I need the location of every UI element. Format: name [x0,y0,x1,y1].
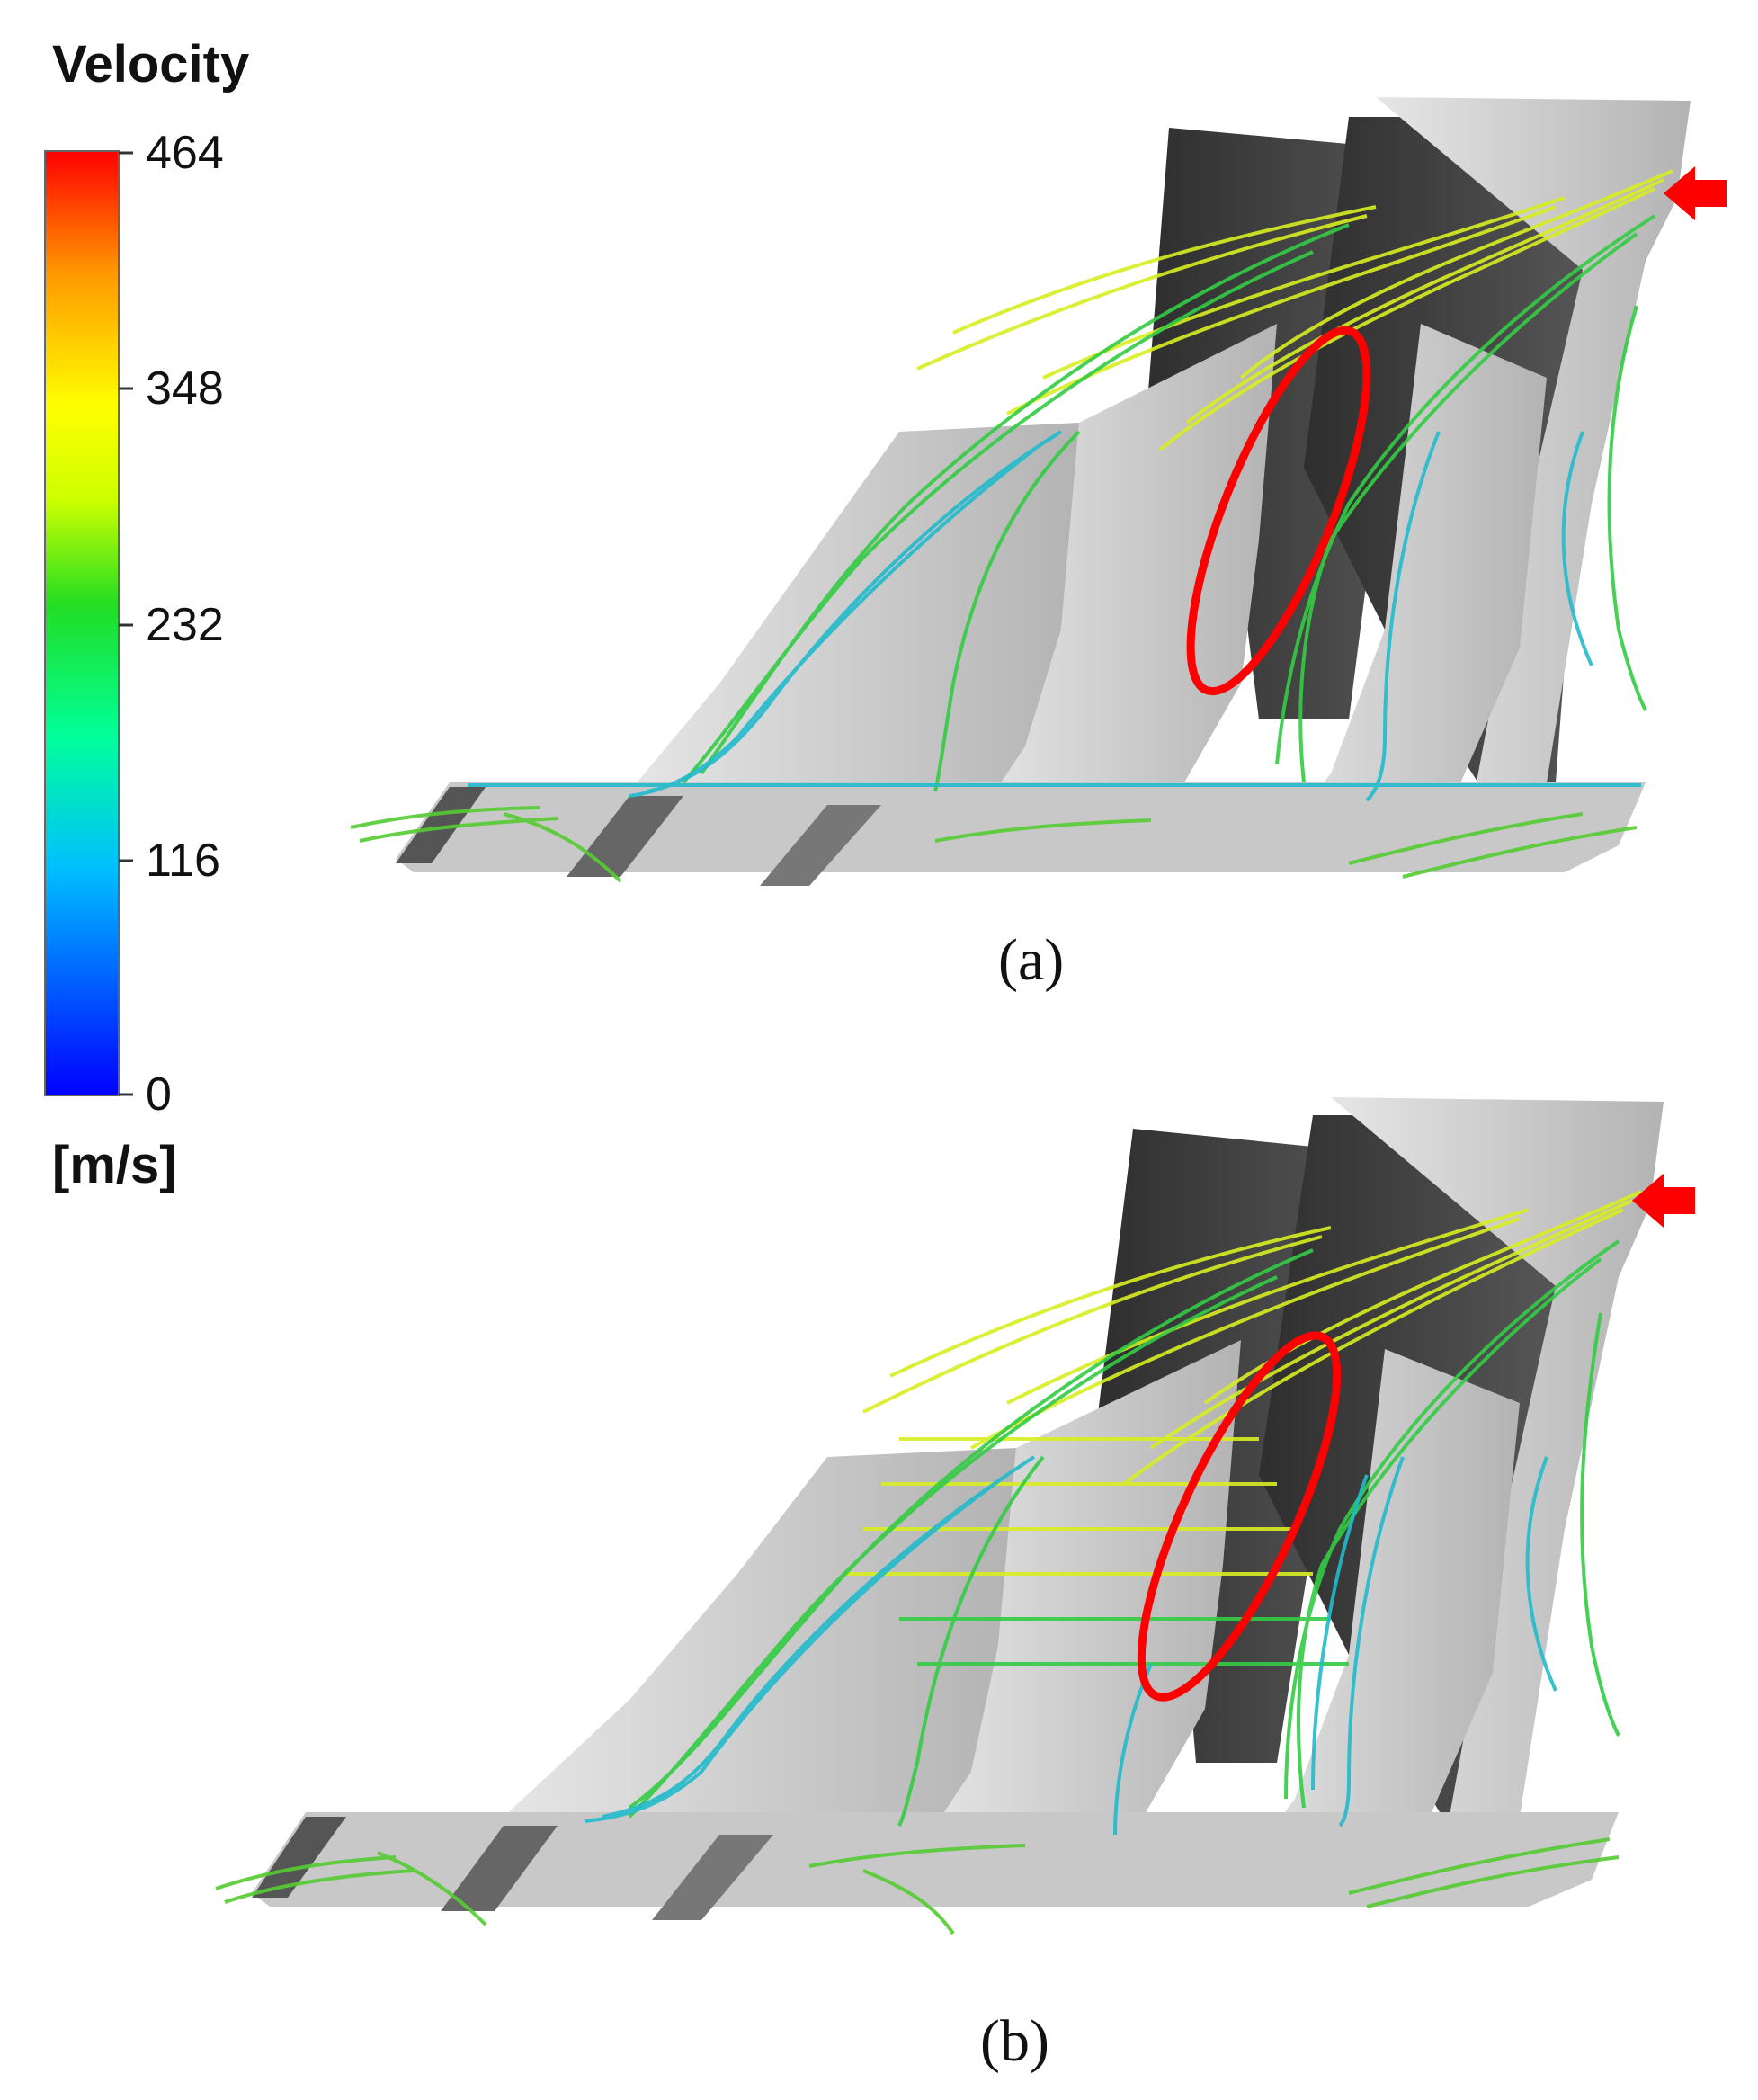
panel-a-inflow-arrow [1664,166,1727,220]
panel-b-streamlines-mid [628,1239,1620,1827]
panel-a-hub-shadow-3 [760,805,881,886]
legend-title: Velocity [52,35,250,94]
panel-b-streamlines-slow [584,1455,1557,1836]
panel-b-label: (b) [980,2008,1049,2074]
panel-a-hub-shadow-2 [567,796,683,877]
panel-a-streamlines-hub [350,806,1638,883]
colorbar-tick-0: 0 [146,1068,172,1121]
panel-a-streamlines-mid [682,214,1656,792]
colorbar-tick-116: 116 [146,835,220,887]
colorbar-ticks [119,151,133,1096]
panel-b-hub-shadow-1 [252,1817,346,1898]
panel-b-hub-shadow-2 [441,1826,558,1911]
panel-b-shroud [1331,1097,1664,1826]
colorbar [44,150,120,1096]
panel-a-scene [350,97,1727,886]
panel-a-light-blade-3 [1259,324,1547,863]
panel-a-shroud [1376,97,1691,791]
panel-b-streamlines-hub [215,1837,1620,1935]
panel-b-inflow-arrow [1632,1174,1695,1228]
panel-a-light-blade-2 [971,324,1277,845]
panel-a-highlight-ellipse [1186,326,1371,696]
panel-a-hub-shadow-1 [396,787,486,863]
panel-b-hub-shadow-3 [652,1835,773,1920]
panel-b-light-blade-3 [1223,1349,1520,1898]
panel-a-streamlines-slow [468,430,1641,802]
panel-b-hub [252,1812,1619,1907]
panel-b-light-blade-2 [917,1340,1241,1871]
panel-b-streamlines-fast [845,1190,1642,1576]
panel-b-scene [215,1097,1695,1935]
colorbar-tick-232: 232 [146,599,224,651]
colorbar-tick-348: 348 [146,362,224,415]
panel-b-highlight-ellipse [1137,1331,1342,1702]
colorbar-tick-464: 464 [146,127,224,179]
legend-unit: [m/s] [52,1136,177,1194]
panel-b-light-blade-1 [504,1448,1016,1862]
panel-a-label: (a) [998,927,1065,993]
